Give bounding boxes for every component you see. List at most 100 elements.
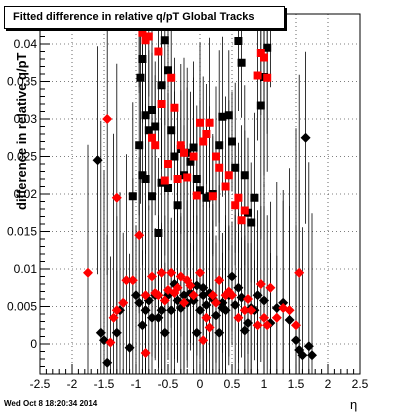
data-point-square [157, 100, 166, 108]
data-point-square [189, 143, 198, 152]
data-point-diamond [211, 310, 221, 321]
data-point-diamond [198, 335, 209, 346]
y-axis-label: difference in relative q/pT [14, 52, 29, 211]
data-point-square [164, 160, 172, 168]
data-point-square [170, 103, 179, 112]
data-point-diamond [147, 271, 157, 282]
data-point-diamond [95, 327, 106, 338]
data-point-diamond [191, 327, 202, 338]
data-point-square [205, 118, 214, 127]
data-point-diamond [252, 320, 263, 331]
data-point-diamond [179, 297, 189, 308]
data-point-diamond [111, 327, 122, 338]
chart-title: Fitted difference in relative q/pT Globa… [4, 6, 285, 29]
data-point-diamond [153, 312, 164, 323]
data-point-diamond [105, 337, 116, 348]
x-axis-label: η [350, 397, 358, 412]
data-point-diamond [118, 297, 129, 308]
data-point-square [151, 141, 160, 150]
data-point-diamond [214, 327, 225, 338]
data-point-diamond [92, 155, 103, 166]
data-point-diamond [195, 305, 205, 316]
data-point-square [148, 133, 156, 142]
data-point-square [202, 130, 211, 138]
data-point-square [228, 137, 236, 146]
x-tick-label: -2.5 [30, 377, 51, 391]
y-tick-label: 0.015 [7, 225, 37, 239]
data-point-diamond [252, 290, 263, 301]
data-point-square [138, 55, 147, 63]
data-point-square [192, 191, 201, 200]
data-point-square [240, 206, 249, 215]
data-point-square [234, 37, 243, 45]
data-point-square [138, 28, 147, 37]
x-tick-label: 1.5 [288, 377, 305, 391]
data-point-diamond [102, 114, 113, 124]
data-point-square [237, 58, 246, 67]
data-point-diamond [124, 342, 135, 353]
data-point-square [224, 171, 233, 180]
data-point-square [148, 192, 156, 201]
data-point-diamond [201, 300, 212, 310]
data-point-square [240, 171, 249, 180]
data-point-diamond [188, 290, 199, 301]
data-point-diamond [172, 282, 183, 293]
y-tick-label: 0.035 [7, 75, 37, 89]
data-point-square [186, 157, 195, 166]
data-point-diamond [166, 267, 177, 278]
data-point-diamond [239, 325, 250, 336]
data-point-diamond [134, 230, 145, 241]
data-point-diamond [291, 320, 301, 331]
data-point-square [263, 43, 272, 52]
axis-ticks [39, 21, 361, 374]
x-tick-label: -1 [131, 377, 142, 391]
data-point-diamond [134, 297, 145, 308]
data-point-square [144, 126, 153, 135]
data-point-diamond [227, 290, 237, 301]
data-point-square [256, 49, 265, 57]
data-point-diamond [243, 318, 253, 328]
y-tick-label: 0 [30, 337, 37, 351]
data-point-square [164, 66, 172, 75]
data-point-square [196, 186, 204, 195]
data-point-square [208, 192, 217, 201]
data-point-diamond [259, 295, 269, 306]
data-point-diamond [227, 271, 237, 282]
data-point-diamond [271, 303, 282, 313]
data-point-diamond [297, 350, 308, 361]
data-point-diamond [201, 312, 212, 323]
data-point-square [218, 112, 227, 121]
data-point-square [215, 163, 224, 172]
data-point-diamond [147, 312, 157, 323]
data-point-diamond [239, 305, 250, 316]
data-point-diamond [300, 132, 311, 143]
data-point-diamond [166, 305, 177, 316]
data-point-diamond [303, 341, 314, 352]
data-point-square [170, 152, 179, 161]
y-tick-label: 0.04 [14, 37, 38, 51]
data-point-diamond [140, 290, 151, 301]
data-point-square [135, 141, 144, 150]
y-tick-label: 0.025 [7, 150, 37, 164]
data-point-diamond [111, 192, 122, 203]
data-point-diamond [140, 348, 151, 358]
data-point-square [224, 111, 233, 120]
data-point-square [189, 152, 198, 161]
data-point-square [212, 152, 220, 161]
data-point-diamond [108, 312, 119, 323]
y-tick-label: 0.02 [14, 187, 38, 201]
data-point-square [231, 163, 240, 172]
x-tick-label: -2 [67, 377, 78, 391]
data-point-square [167, 126, 176, 135]
data-point-square [260, 53, 268, 62]
data-point-diamond [121, 275, 132, 286]
data-point-square [154, 47, 163, 56]
data-point-square [196, 118, 204, 127]
y-tick-label: 0.01 [14, 262, 38, 276]
data-point-diamond [284, 315, 295, 325]
data-point-diamond [185, 280, 196, 291]
x-tick-label: 0.5 [224, 377, 241, 391]
data-point-diamond [307, 350, 317, 361]
data-point-square [160, 36, 169, 45]
